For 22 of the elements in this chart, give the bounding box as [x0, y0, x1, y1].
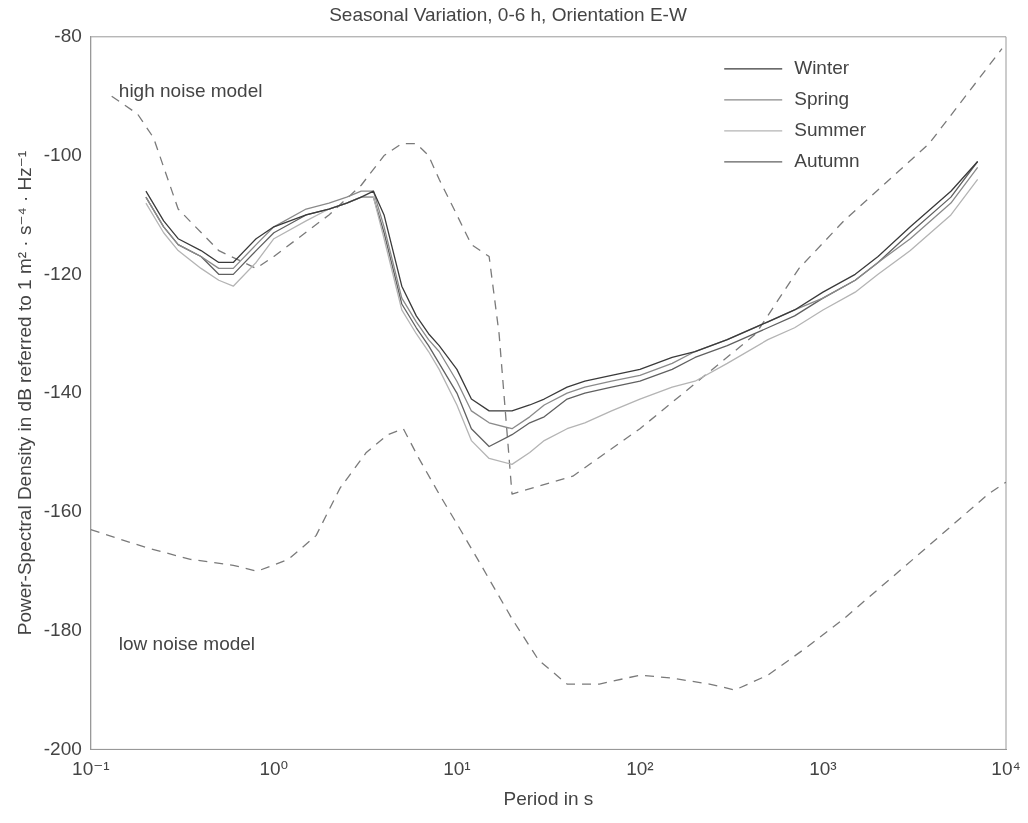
y-tick-label: -180	[43, 618, 82, 640]
legend-label: Summer	[794, 119, 867, 141]
x-tick-label: 10¹	[443, 758, 471, 780]
y-tick-label: -200	[43, 737, 82, 759]
x-axis-title: Period in s	[503, 787, 594, 809]
y-tick-label: -100	[43, 143, 82, 165]
y-tick-label: -140	[43, 381, 82, 403]
legend-label: Spring	[794, 88, 850, 110]
y-axis-title: Power-Spectral Density in dB referred to 1 m² · s⁻⁴ · Hz⁻¹	[13, 150, 35, 636]
legend-label: Autumn	[794, 150, 860, 172]
x-tick-label: 10²	[626, 758, 654, 780]
x-tick-label: 10⁻¹	[72, 758, 110, 780]
chart-title: Seasonal Variation, 0-6 h, Orientation E-W	[329, 3, 687, 25]
x-tick-label: 10⁴	[991, 758, 1021, 780]
x-tick-label: 10⁰	[259, 758, 289, 780]
annotation: high noise model	[118, 80, 263, 102]
y-tick-label: -80	[54, 25, 82, 47]
x-tick-label: 10³	[809, 758, 837, 780]
annotation: low noise model	[118, 632, 256, 654]
y-tick-label: -160	[43, 500, 82, 522]
y-tick-label: -120	[43, 262, 82, 284]
legend-label: Winter	[794, 57, 850, 79]
